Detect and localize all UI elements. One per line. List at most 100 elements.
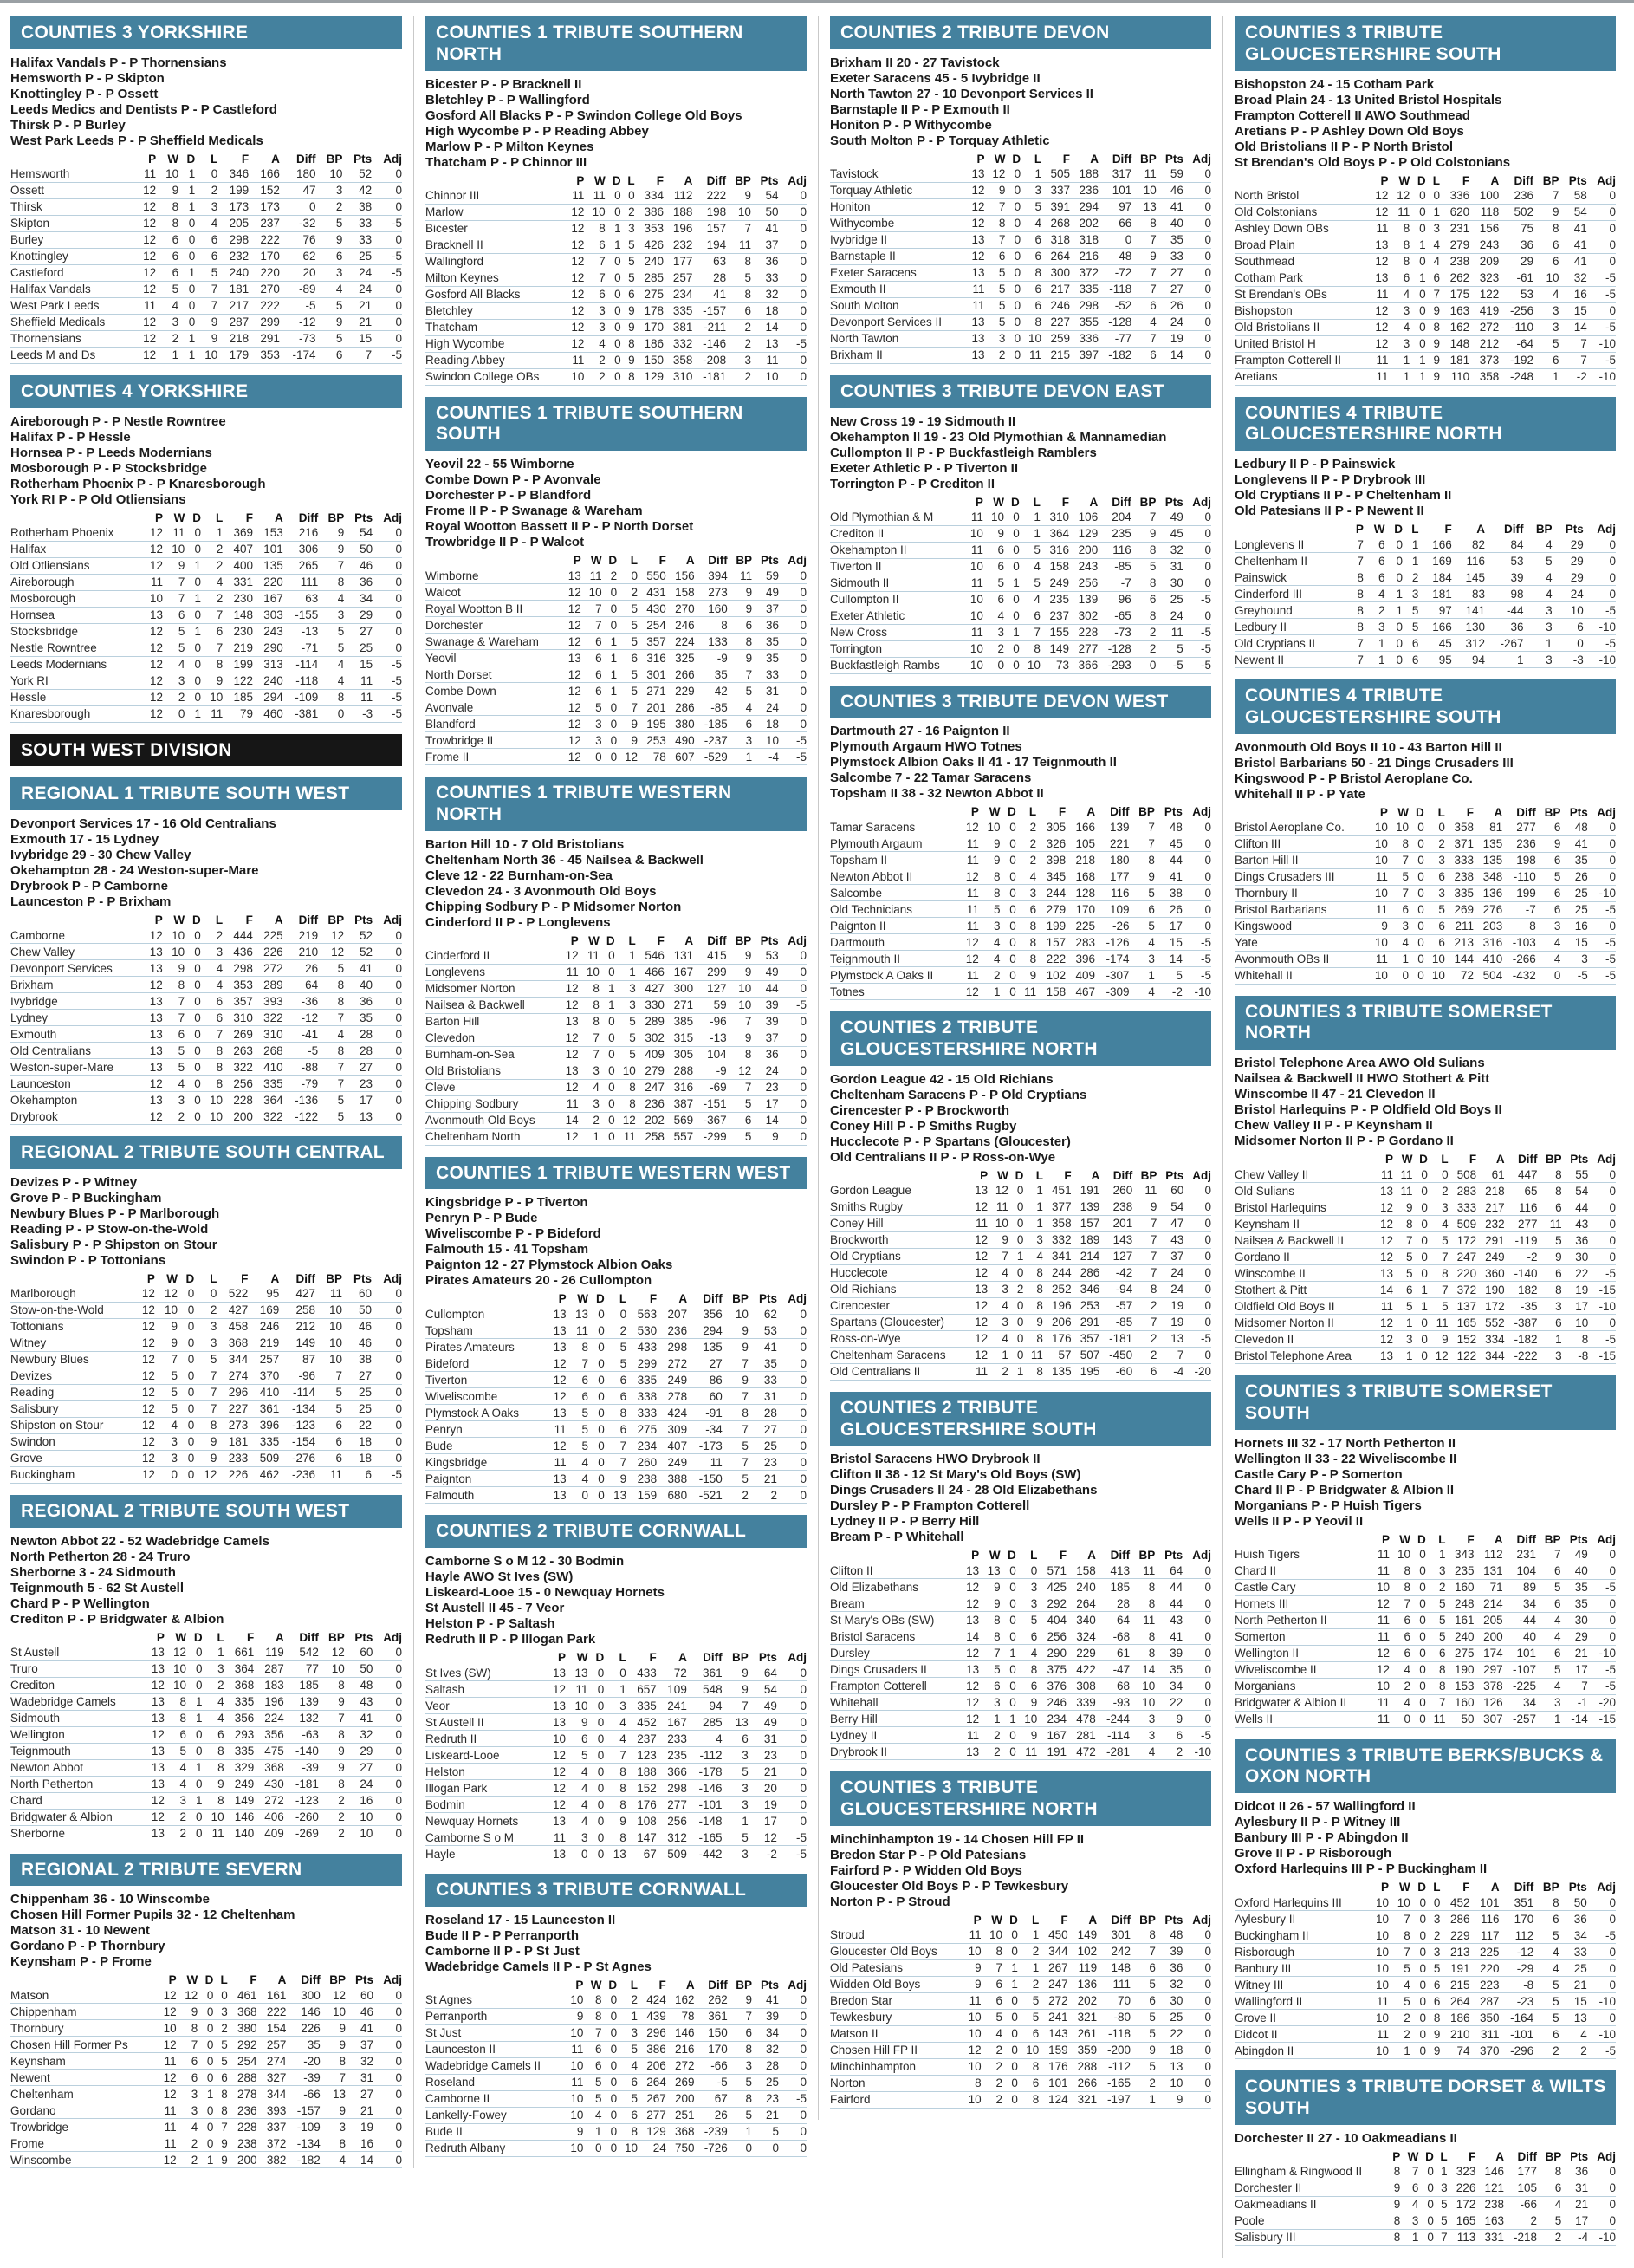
fixture-line: Sherborne 3 - 24 Sidmouth bbox=[10, 1564, 176, 1580]
stat-cell: 19 bbox=[1156, 330, 1183, 348]
stat-cell: 200 bbox=[227, 2151, 257, 2169]
stat-cell: 31 bbox=[1561, 2180, 1589, 2197]
stat-cell: 396 bbox=[248, 1417, 280, 1434]
stat-cell: 13 bbox=[142, 1825, 165, 1842]
stat-column-header: A bbox=[1086, 805, 1096, 819]
team-name-cell: Longlevens bbox=[425, 964, 558, 981]
table-row: Bicester 12 8 1 3 353 196 157 7 41 0 bbox=[425, 220, 807, 237]
team-name-cell: Cheltenham Saracens bbox=[830, 1347, 968, 1364]
stat-cell: 3 bbox=[1523, 601, 1553, 620]
stat-cell: 0 bbox=[372, 1400, 402, 1418]
stat-cell: 0 bbox=[1183, 1264, 1211, 1282]
team-name-cell: Brixham bbox=[10, 976, 141, 994]
stat-cell: 41 bbox=[752, 1992, 780, 2009]
stat-cell: 0 bbox=[185, 927, 201, 945]
stat-cell: 27 bbox=[346, 2085, 374, 2103]
stat-cell: 0 bbox=[177, 1433, 195, 1451]
stat-cell: 101 bbox=[1039, 2075, 1068, 2092]
stat-cell: 0 bbox=[177, 1335, 195, 1352]
stat-cell: 173 bbox=[217, 198, 250, 216]
stat-cell: 305 bbox=[664, 1046, 694, 1063]
stat-cell: -225 bbox=[1502, 1678, 1537, 1695]
stat-cell: 10 bbox=[1017, 2042, 1040, 2059]
stat-cell: 0 bbox=[1005, 330, 1021, 348]
team-column-header bbox=[10, 1630, 143, 1645]
standings-table: P W D L F A Diff BP Pts Adj Longlevens II 7 6 0 1 166 82… bbox=[1235, 522, 1616, 669]
stat-cell: 139 bbox=[283, 1693, 319, 1711]
table-row: Keynsham II 12 8 0 4 509 232 277 11 43 0 bbox=[1235, 1215, 1616, 1233]
stat-cell: 6 bbox=[1363, 536, 1385, 554]
stat-column-header: L bbox=[1033, 495, 1041, 509]
stat-cell: 0 bbox=[1008, 1215, 1024, 1232]
stat-cell: 12 bbox=[957, 1677, 980, 1695]
stat-column-header: L bbox=[1440, 2149, 1448, 2163]
stat-cell: 122 bbox=[1469, 286, 1500, 303]
stat-cell: 344 bbox=[1476, 1347, 1505, 1365]
stat-cell: 9 bbox=[315, 231, 343, 249]
stat-cell: 387 bbox=[664, 1095, 694, 1113]
stat-cell: 1 bbox=[1410, 352, 1426, 369]
stat-cell: 9 bbox=[1533, 204, 1559, 221]
table-row: Wallingford 12 7 0 5 240 177 63 8 36 0 bbox=[425, 253, 807, 270]
stat-column-header: P bbox=[971, 1549, 980, 1563]
team-name-cell: Sidmouth II bbox=[830, 575, 963, 592]
stat-cell: 12 bbox=[1372, 1248, 1394, 1266]
stat-cell: 5 bbox=[1425, 1612, 1446, 1629]
stat-cell: 7 bbox=[1132, 1248, 1157, 1265]
team-name-cell: Chew Valley II bbox=[1235, 1166, 1373, 1184]
section-header: COUNTIES 1 TRIBUTE SOUTHERN SOUTH bbox=[425, 396, 807, 452]
stat-cell: 12 bbox=[1427, 1347, 1449, 1365]
team-name-cell: Buckingham II bbox=[1235, 1927, 1368, 1945]
stat-cell: 2 bbox=[318, 1792, 345, 1810]
stat-cell: 25 bbox=[342, 1400, 373, 1418]
stat-cell: 247 bbox=[635, 1079, 665, 1096]
team-name-cell: West Park Leeds bbox=[10, 297, 134, 315]
stat-cell: 288 bbox=[1067, 2058, 1098, 2076]
stat-cell: 8 bbox=[1131, 215, 1157, 232]
stat-cell: -381 bbox=[282, 705, 319, 723]
stat-cell: 215 bbox=[1041, 347, 1071, 364]
stat-cell: 5 bbox=[1387, 868, 1409, 886]
team-name-cell: Newent II bbox=[1235, 651, 1347, 669]
team-name-cell: St Austell bbox=[10, 1644, 143, 1661]
table-body: Old Plymothian & M 11 10 0 1 310 106 204 7 49 0 Cre… bbox=[830, 509, 1211, 674]
stat-cell: 10 bbox=[1389, 1894, 1410, 1912]
fixture-line: Cheltenham Saracens P - P Old Cryptians bbox=[830, 1087, 1087, 1102]
stat-cell: 0 bbox=[185, 689, 201, 706]
stat-cell: 1 bbox=[605, 237, 621, 254]
stat-cell: 162 bbox=[665, 1992, 695, 2009]
stat-cell: 285 bbox=[634, 270, 664, 287]
stat-cell: 286 bbox=[1440, 1910, 1470, 1928]
stat-cell: 353 bbox=[634, 220, 664, 237]
stat-cell: 6 bbox=[156, 264, 179, 282]
stat-cell: 0 bbox=[1183, 2042, 1211, 2059]
stat-cell: 5 bbox=[727, 682, 753, 700]
table-header: P W D L F A Diff BP Pts Adj bbox=[10, 152, 402, 166]
stat-cell: 4 bbox=[584, 335, 606, 353]
team-name-cell: Barton Hill II bbox=[1235, 852, 1367, 869]
stat-cell: -69 bbox=[693, 1079, 727, 1096]
stat-cell: 47 bbox=[279, 182, 316, 199]
stat-cell: 2 bbox=[200, 557, 224, 575]
stat-cell: 6 bbox=[156, 231, 179, 249]
team-name-cell: Grove II bbox=[1235, 2009, 1368, 2027]
stat-cell: 460 bbox=[253, 705, 283, 723]
stat-cell: 4 bbox=[1533, 1959, 1559, 1978]
stat-cell: 9 bbox=[1425, 368, 1440, 386]
stat-cell: 0 bbox=[1004, 558, 1020, 575]
stat-cell: 10 bbox=[315, 1335, 343, 1352]
stat-cell: 76 bbox=[279, 231, 316, 249]
table-row: Old Plymothian & M 11 10 0 1 310 106 204 7 49 0 bbox=[830, 509, 1211, 526]
stat-cell: 17 bbox=[1560, 1661, 1588, 1679]
stat-cell: 112 bbox=[1474, 1546, 1503, 1563]
stat-cell: 12 bbox=[963, 215, 985, 232]
stat-cell: -5 bbox=[1182, 966, 1211, 985]
table-row: New Cross 11 3 1 7 155 228 -73 2 11 -5 bbox=[830, 624, 1211, 641]
stat-column-header: Diff bbox=[1516, 805, 1536, 819]
stat-cell: 10 bbox=[1387, 819, 1409, 836]
stat-cell: 86 bbox=[687, 1371, 723, 1389]
table-row: Southmead 12 8 0 4 238 209 29 6 41 0 bbox=[1235, 253, 1616, 270]
stat-cell: 9 bbox=[978, 851, 1001, 869]
team-name-cell: Tamar Saracens bbox=[830, 819, 958, 836]
table-row: Lydney II 11 2 0 9 167 281 -114 3 6 -5 bbox=[830, 1726, 1211, 1745]
